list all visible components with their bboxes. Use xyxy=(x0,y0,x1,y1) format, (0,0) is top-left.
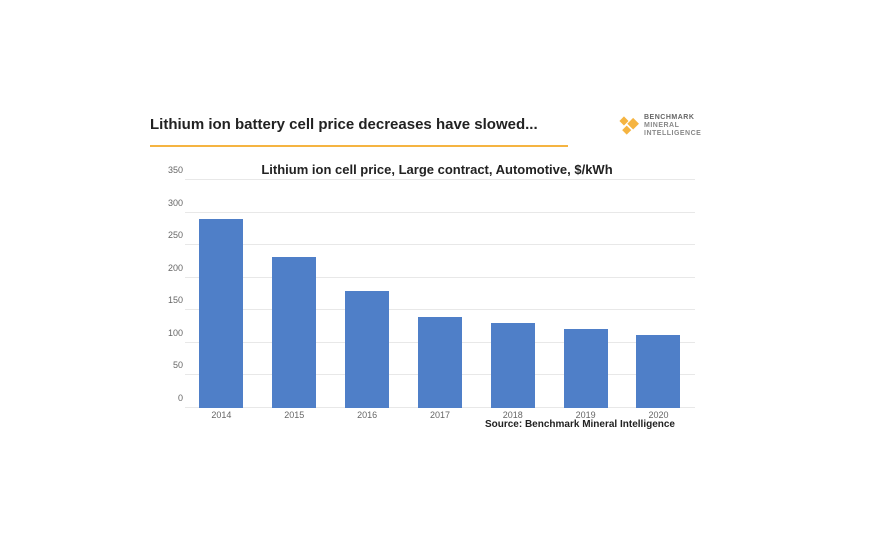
plot-area xyxy=(185,180,695,408)
y-tick-label: 300 xyxy=(168,198,183,208)
y-tick-label: 0 xyxy=(178,393,183,403)
y-tick-label: 100 xyxy=(168,328,183,338)
title-underline xyxy=(150,145,568,147)
y-tick-label: 50 xyxy=(173,360,183,370)
chart-title: Lithium ion cell price, Large contract, … xyxy=(180,162,694,177)
source-text: Source: Benchmark Mineral Intelligence xyxy=(185,419,675,430)
logo-line1: BENCHMARK xyxy=(644,114,701,122)
chart-canvas: Lithium ion battery cell price decreases… xyxy=(0,0,893,558)
y-tick-label: 150 xyxy=(168,295,183,305)
y-tick-label: 250 xyxy=(168,230,183,240)
bars xyxy=(185,180,695,408)
logo-text: BENCHMARK MINERAL INTELLIGENCE xyxy=(644,114,701,138)
bar xyxy=(199,219,243,408)
bar xyxy=(636,335,680,408)
logo-line3: INTELLIGENCE xyxy=(644,130,701,138)
bar xyxy=(345,291,389,408)
y-axis-labels: 050100150200250300350 xyxy=(155,180,183,408)
logo-mark-icon xyxy=(618,115,640,137)
bar xyxy=(564,329,608,408)
brand-logo: BENCHMARK MINERAL INTELLIGENCE xyxy=(618,114,701,138)
bar xyxy=(418,317,462,408)
bar xyxy=(491,323,535,408)
y-tick-label: 200 xyxy=(168,263,183,273)
logo-line2: MINERAL xyxy=(644,122,701,130)
y-tick-label: 350 xyxy=(168,165,183,175)
bar xyxy=(272,257,316,408)
